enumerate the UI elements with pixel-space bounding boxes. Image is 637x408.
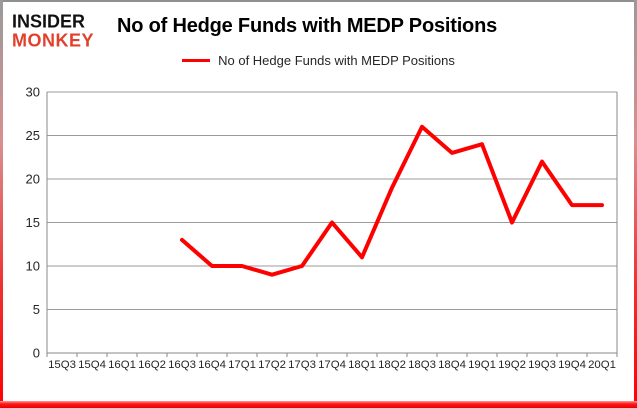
y-axis-tick-label: 5 — [33, 302, 40, 317]
y-axis-tick-label: 10 — [26, 259, 40, 274]
insider-monkey-logo: INSIDER MONKEY — [12, 10, 95, 51]
y-axis-tick-label: 20 — [26, 172, 40, 187]
x-axis-tick-label: 17Q3 — [288, 359, 316, 371]
x-axis-tick-label: 17Q2 — [258, 359, 286, 371]
x-axis-tick-label: 18Q4 — [438, 359, 466, 371]
x-axis-tick-label: 19Q3 — [528, 359, 556, 371]
legend: No of Hedge Funds with MEDP Positions — [0, 53, 637, 68]
y-axis-tick-label: 25 — [26, 128, 40, 143]
card-border-left — [0, 0, 3, 408]
x-axis-tick-label: 18Q2 — [378, 359, 406, 371]
logo-monkey-text: MONKEY — [12, 29, 95, 51]
x-axis-tick-label: 16Q1 — [108, 359, 136, 371]
logo-insider-text: INSIDER — [12, 10, 86, 32]
card-border-bottom — [0, 401, 637, 408]
x-axis-tick-label: 15Q3 — [48, 359, 76, 371]
x-axis-tick-label: 19Q1 — [468, 359, 496, 371]
series-line — [180, 124, 604, 277]
chart-title: No of Hedge Funds with MEDP Positions — [117, 15, 498, 37]
card-border-top — [0, 0, 637, 2]
x-axis-tick-label: 15Q4 — [78, 359, 106, 371]
x-axis-tick-label: 19Q2 — [498, 359, 526, 371]
x-axis-tick-label: 16Q4 — [198, 359, 226, 371]
y-axis-tick-label: 30 — [26, 85, 40, 100]
x-axis-tick-label: 20Q1 — [588, 359, 616, 371]
y-axis-tick-label: 0 — [33, 346, 40, 361]
y-axis-tick-label: 15 — [26, 215, 40, 230]
x-axis-tick-label: 19Q4 — [558, 359, 586, 371]
legend-line-swatch — [182, 59, 211, 62]
x-axis-tick-label: 17Q4 — [318, 359, 346, 371]
x-axis-tick-label: 16Q2 — [138, 359, 166, 371]
legend-label: No of Hedge Funds with MEDP Positions — [218, 53, 455, 68]
x-axis-tick-label: 18Q1 — [348, 359, 376, 371]
x-axis-tick-label: 16Q3 — [168, 359, 196, 371]
x-axis-tick-label: 17Q1 — [228, 359, 256, 371]
x-axis-tick-label: 18Q3 — [408, 359, 436, 371]
card-border-right — [634, 0, 637, 408]
